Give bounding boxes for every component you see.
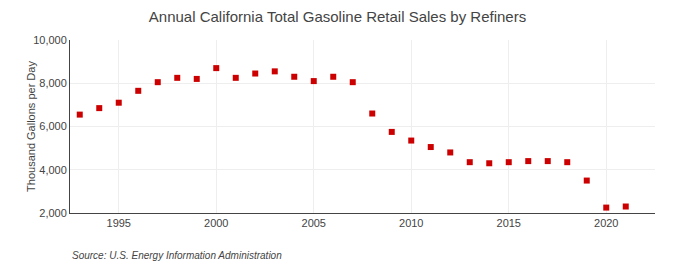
svg-text:10,000: 10,000	[33, 34, 67, 46]
svg-text:2005: 2005	[302, 217, 326, 229]
svg-text:6,000: 6,000	[39, 120, 67, 132]
svg-text:8,000: 8,000	[39, 77, 67, 89]
svg-text:Thousand Gallons per Day: Thousand Gallons per Day	[25, 61, 37, 192]
svg-text:2010: 2010	[399, 217, 423, 229]
svg-text:2000: 2000	[204, 217, 228, 229]
svg-text:2,000: 2,000	[39, 207, 67, 219]
svg-text:4,000: 4,000	[39, 164, 67, 176]
svg-text:2020: 2020	[594, 217, 618, 229]
svg-text:Annual California Total Gasoli: Annual California Total Gasoline Retail …	[149, 8, 526, 25]
svg-text:Source: U.S. Energy Informatio: Source: U.S. Energy Information Administ…	[72, 250, 282, 261]
svg-text:2015: 2015	[497, 217, 521, 229]
svg-text:1995: 1995	[107, 217, 131, 229]
